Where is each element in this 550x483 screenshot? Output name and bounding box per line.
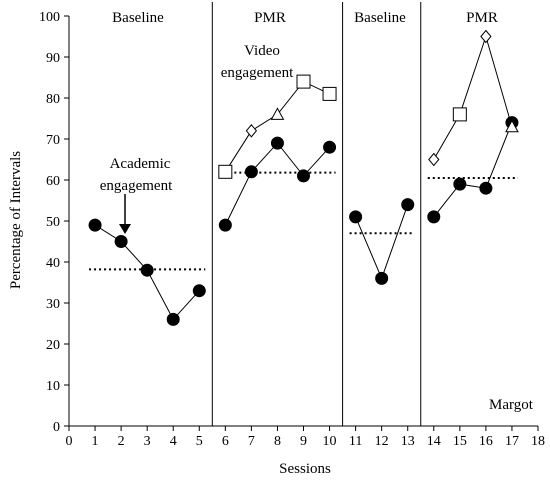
series-line-segment — [355, 204, 409, 280]
annotation-academic-arrow — [119, 194, 131, 234]
academic-point — [453, 177, 467, 191]
y-tick-label: 40 — [46, 256, 60, 271]
y-tick-label: 50 — [46, 215, 60, 230]
video-engagement-series — [218, 29, 519, 179]
x-tick-label: 1 — [92, 434, 99, 449]
x-tick-label: 17 — [505, 434, 519, 449]
academic-point — [114, 235, 128, 248]
video-point-square — [322, 86, 337, 101]
annotation-video-line1: Video — [244, 43, 280, 59]
academic-point — [88, 218, 102, 232]
series-line-segment — [224, 80, 330, 173]
academic-point — [192, 284, 206, 298]
phase-label-pmr-1: PMR — [254, 10, 286, 26]
video-point-diamond — [480, 29, 492, 44]
video-point-square — [218, 164, 233, 179]
x-tick-label: 6 — [222, 434, 229, 449]
y-axis-title: Percentage of Intervals — [8, 151, 24, 289]
x-tick-label: 13 — [401, 434, 415, 449]
academic-point — [427, 210, 441, 224]
y-tick-label: 30 — [46, 297, 60, 312]
participant-label: Margot — [489, 397, 534, 413]
y-tick-label: 90 — [46, 51, 60, 66]
x-tick-label: 12 — [375, 434, 389, 449]
video-point-triangle — [270, 107, 285, 120]
phase-label-pmr-2: PMR — [466, 10, 498, 26]
video-point-square — [296, 74, 311, 89]
y-tick-label: 70 — [46, 133, 60, 148]
academic-point — [140, 263, 154, 277]
academic-point — [323, 140, 337, 154]
x-tick-label: 4 — [170, 434, 177, 449]
phase-label-baseline-2: Baseline — [354, 10, 406, 26]
series-line-segment — [433, 122, 513, 218]
annotation-academic-line1: Academic — [110, 156, 171, 172]
series-line-segment — [433, 34, 513, 160]
x-axis-title: Sessions — [279, 461, 331, 477]
data-series — [88, 29, 519, 326]
academic-point — [349, 210, 363, 224]
x-tick-label: 18 — [531, 434, 545, 449]
y-tick-label: 100 — [39, 10, 60, 25]
x-tick-label: 9 — [300, 434, 307, 449]
x-tick-label: 7 — [248, 434, 255, 449]
x-tick-label: 2 — [118, 434, 125, 449]
video-point-diamond — [245, 124, 258, 138]
x-tick-label: 0 — [66, 434, 73, 449]
x-tick-label: 14 — [427, 434, 441, 449]
video-point-square — [452, 107, 467, 122]
academic-point — [270, 136, 284, 150]
annotation-video-line2: engagement — [221, 65, 294, 81]
x-tick-label: 8 — [274, 434, 281, 449]
video-point-triangle — [505, 119, 519, 133]
academic-point — [297, 169, 310, 183]
series-line-segment — [224, 142, 330, 226]
academic-point — [401, 198, 415, 212]
x-tick-label: 15 — [453, 434, 467, 449]
academic-point — [375, 271, 389, 285]
y-tick-label: 80 — [46, 92, 60, 107]
academic-point — [218, 218, 232, 232]
phase-change-lines — [211, 2, 422, 426]
x-tick-label: 16 — [479, 434, 493, 449]
academic-point — [244, 165, 258, 179]
x-tick-label: 10 — [323, 434, 337, 449]
x-tick-label: 3 — [144, 434, 151, 449]
video-point-diamond — [428, 152, 440, 167]
x-tick-label: 5 — [196, 434, 203, 449]
academic-point — [166, 312, 180, 326]
x-tick-label: 11 — [349, 434, 362, 449]
y-tick-label: 20 — [46, 338, 60, 353]
tick-labels: 0 1 2 3 4 5 6 7 8 9 10 11 12 13 14 15 16 17 18010203040506… — [39, 10, 545, 449]
annotation-academic-line2: engagement — [100, 178, 173, 194]
y-tick-label: 60 — [46, 174, 60, 189]
phase-label-baseline-1: Baseline — [112, 10, 164, 26]
y-tick-label: 10 — [46, 379, 60, 394]
mean-lines — [89, 171, 518, 271]
academic-engagement-series — [88, 116, 519, 326]
academic-point — [479, 181, 493, 195]
y-tick-label: 0 — [53, 420, 60, 435]
